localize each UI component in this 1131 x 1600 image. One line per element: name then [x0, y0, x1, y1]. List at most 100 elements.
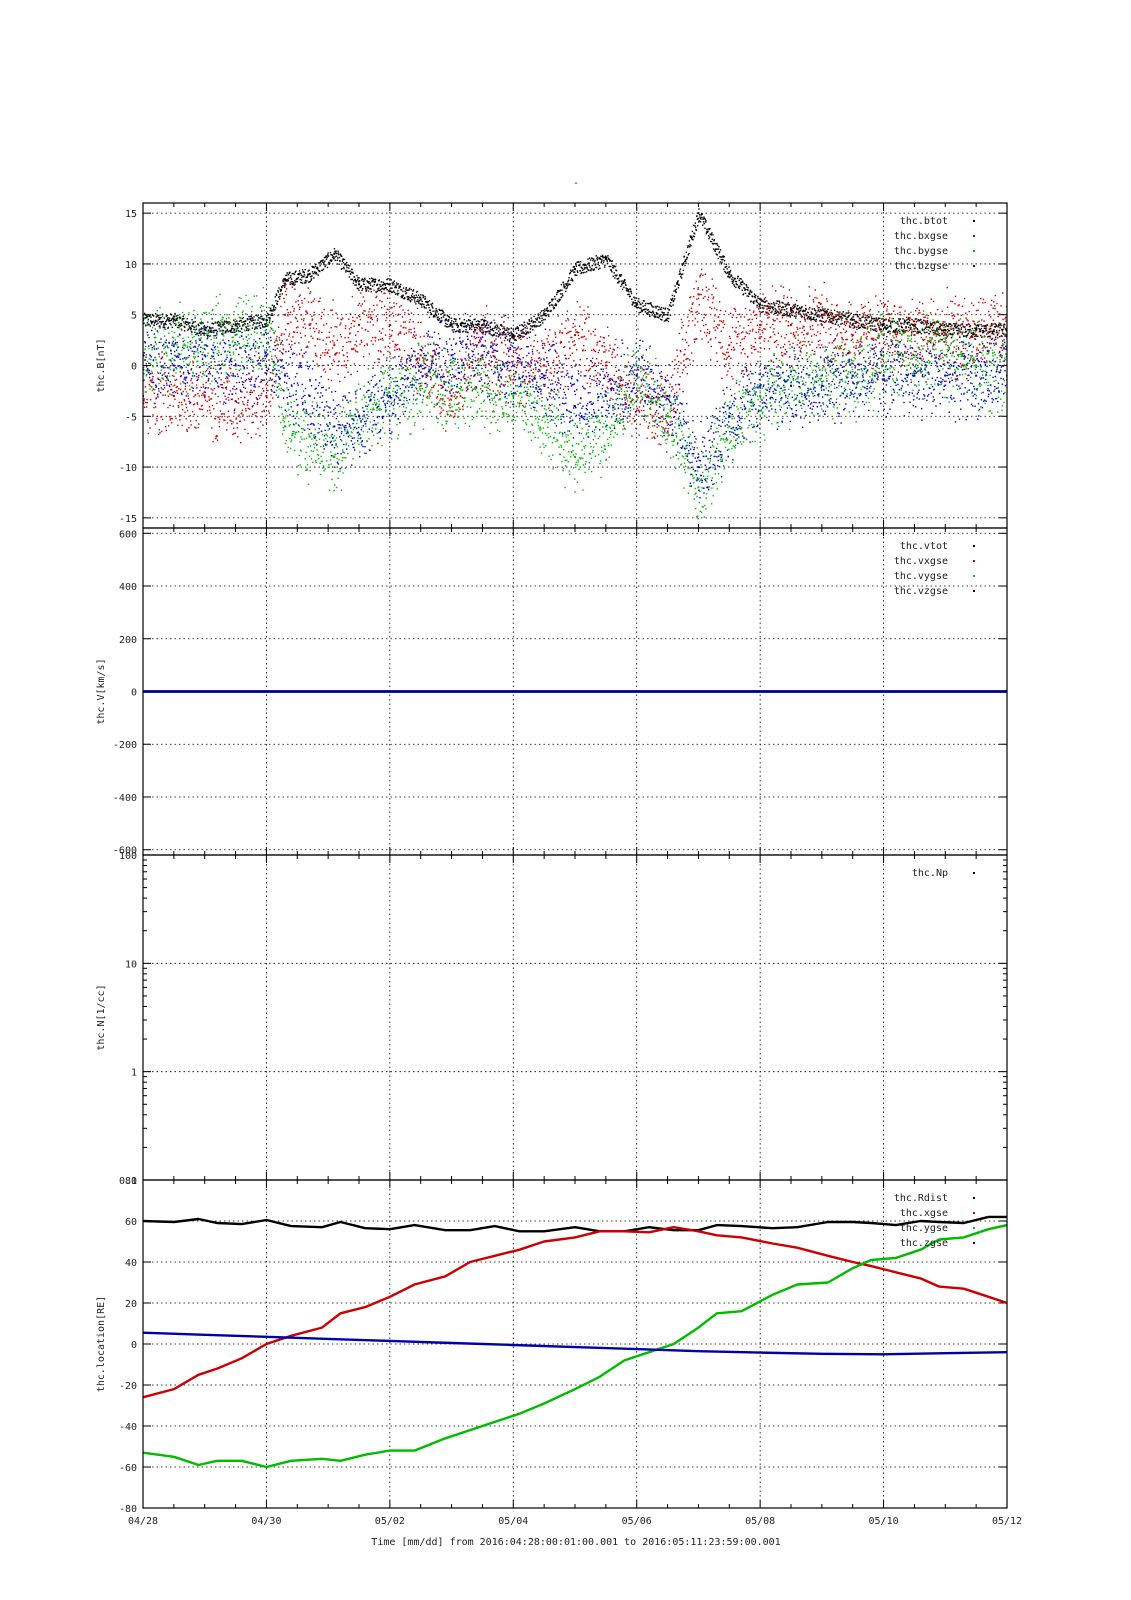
data-point	[291, 344, 293, 346]
data-point	[326, 266, 329, 269]
data-point	[778, 359, 781, 362]
data-point	[858, 317, 861, 319]
data-point	[682, 324, 685, 327]
data-point	[395, 303, 398, 305]
data-point	[678, 273, 681, 275]
data-point	[539, 360, 541, 362]
data-point	[208, 396, 210, 398]
data-point	[986, 324, 989, 326]
data-point	[703, 317, 705, 319]
data-point	[552, 304, 554, 306]
data-point	[405, 292, 408, 294]
data-point	[258, 317, 260, 319]
data-point	[460, 322, 462, 324]
data-point	[866, 370, 869, 372]
data-point	[729, 367, 731, 370]
data-point	[754, 314, 756, 316]
data-point	[502, 361, 504, 364]
data-point	[187, 397, 190, 400]
data-point	[935, 328, 938, 330]
data-point	[522, 375, 525, 377]
data-point	[185, 406, 188, 409]
data-point	[553, 307, 556, 309]
data-point	[881, 302, 883, 305]
data-point	[635, 413, 637, 416]
data-point	[197, 393, 199, 395]
data-point	[785, 333, 788, 336]
data-point	[948, 329, 951, 332]
data-point	[971, 335, 973, 338]
data-point	[511, 336, 513, 338]
data-point	[822, 314, 824, 316]
data-point	[471, 362, 474, 364]
data-point	[834, 354, 836, 356]
data-point	[295, 327, 298, 329]
data-point	[813, 353, 815, 355]
data-point	[362, 355, 365, 358]
data-point	[488, 359, 490, 362]
data-point	[509, 369, 512, 371]
data-point	[504, 333, 506, 336]
data-point	[659, 384, 661, 387]
data-point	[720, 320, 723, 322]
data-point	[168, 317, 171, 319]
data-point	[665, 420, 668, 422]
data-point	[337, 373, 339, 376]
data-point	[545, 309, 547, 312]
data-point	[230, 331, 232, 334]
data-point	[410, 312, 413, 314]
data-point	[774, 307, 776, 310]
data-point	[746, 332, 748, 334]
data-point	[365, 290, 368, 292]
data-point	[693, 338, 696, 340]
data-point	[598, 380, 600, 382]
plot-area	[143, 208, 1007, 520]
data-point	[648, 314, 651, 316]
data-point	[578, 337, 580, 340]
data-point	[298, 308, 301, 311]
data-point	[283, 284, 285, 287]
data-point	[257, 427, 259, 430]
data-point	[895, 336, 898, 338]
data-point	[635, 303, 638, 306]
data-point	[792, 311, 795, 313]
data-point	[355, 340, 358, 343]
data-point	[377, 339, 380, 341]
data-point	[896, 333, 898, 336]
data-point	[224, 387, 227, 389]
data-point	[960, 328, 962, 331]
data-point	[372, 324, 375, 326]
data-point	[312, 300, 314, 302]
data-point	[536, 317, 539, 319]
data-point	[701, 216, 703, 219]
data-point	[798, 306, 801, 309]
data-point	[556, 356, 558, 359]
data-point	[211, 404, 214, 407]
data-point	[322, 369, 325, 371]
data-point	[295, 270, 297, 272]
data-point	[380, 351, 382, 353]
data-point	[660, 308, 662, 311]
data-point	[330, 259, 332, 261]
data-point	[149, 325, 152, 327]
data-point	[710, 345, 712, 348]
data-point	[528, 364, 531, 366]
data-point	[778, 312, 780, 314]
data-point	[903, 321, 906, 323]
data-point	[163, 353, 166, 355]
data-point	[279, 343, 282, 345]
data-point	[314, 271, 316, 273]
data-point	[698, 220, 701, 222]
data-point	[657, 313, 659, 315]
data-point	[595, 266, 598, 269]
data-point	[164, 322, 166, 325]
data-point	[441, 309, 443, 311]
data-point	[826, 311, 828, 314]
data-point	[432, 316, 435, 318]
data-point	[789, 315, 792, 317]
data-point	[498, 327, 500, 330]
data-point	[532, 321, 534, 324]
data-point	[620, 274, 623, 276]
data-point	[347, 336, 350, 339]
data-point	[415, 359, 417, 361]
